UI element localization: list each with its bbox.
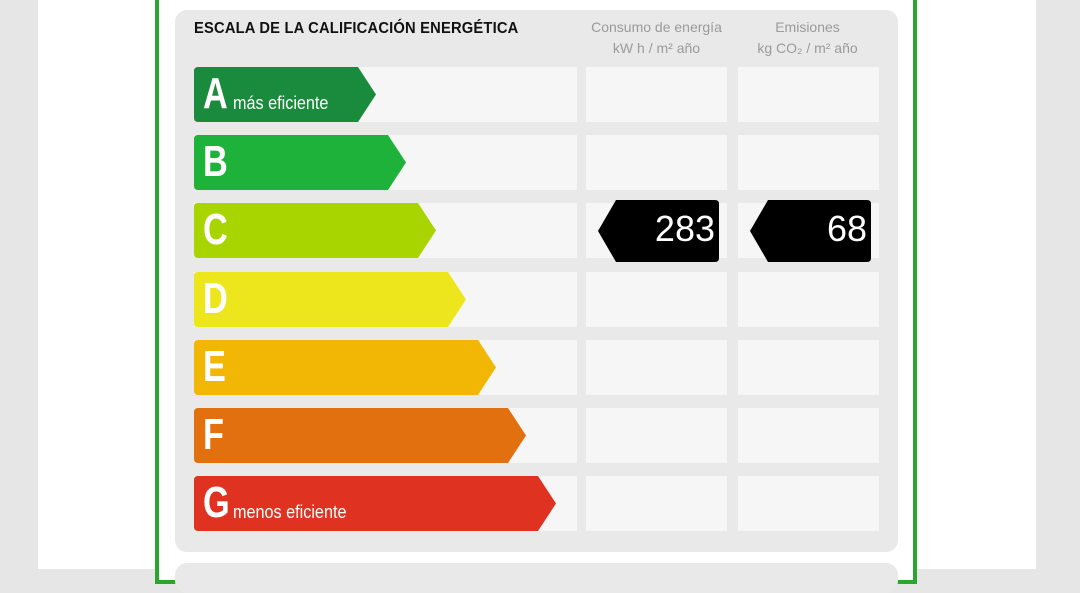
grade-letter: C [203, 205, 228, 254]
grade-note: más eficiente [233, 93, 329, 113]
grade-letter: B [203, 137, 228, 186]
consumo-cell-g [586, 476, 727, 531]
grade-row-d: D [194, 272, 577, 327]
grade-arrow-d: D [194, 272, 466, 327]
grade-row-b: B [194, 135, 577, 190]
emisiones-value: 68 [826, 208, 867, 249]
next-panel [175, 563, 898, 593]
consumo-header-line1: Consumo de energía [591, 19, 722, 35]
emisiones-cell-d [738, 272, 879, 327]
emisiones-cell-f [738, 408, 879, 463]
consumo-cell-a [586, 67, 727, 122]
grade-letter: G [203, 478, 230, 527]
grade-note: menos eficiente [233, 502, 347, 522]
consumo-cell-f [586, 408, 727, 463]
consumo-cell-b [586, 135, 727, 190]
emisiones-cell-c: 68 [738, 200, 879, 262]
consumo-value-tag: 283 [586, 200, 727, 262]
consumo-cell-e [586, 340, 727, 395]
grade-row-c: C [194, 203, 577, 258]
consumo-cell-c: 283 [586, 200, 727, 262]
grade-arrow-e: E [194, 340, 496, 395]
emisiones-value-tag: 68 [738, 200, 879, 262]
emisiones-header-unit: kg CO₂ / m² año [757, 40, 858, 56]
grade-arrow-c: C [194, 203, 436, 258]
emisiones-cell-e [738, 340, 879, 395]
grade-row-e: E [194, 340, 577, 395]
grade-arrow-f: F [194, 408, 526, 463]
grade-letter: A [203, 69, 228, 118]
grade-letter: F [203, 410, 224, 459]
scale-title: ESCALA DE LA CALIFICACIÓN ENERGÉTICA [194, 20, 519, 37]
consumo-header: Consumo de energía kW h / m² año [585, 17, 728, 59]
emisiones-header-line1: Emisiones [775, 19, 840, 35]
emisiones-cell-b [738, 135, 879, 190]
grade-row-f: F [194, 408, 577, 463]
grade-letter: D [203, 274, 228, 323]
consumo-cell-d [586, 272, 727, 327]
emisiones-cell-g [738, 476, 879, 531]
consumo-header-unit: kW h / m² año [612, 40, 701, 56]
emisiones-header: Emisiones kg CO₂ / m² año [737, 17, 878, 59]
grade-letter: E [203, 342, 226, 391]
consumo-value: 283 [654, 208, 715, 249]
emisiones-cell-a [738, 67, 879, 122]
grade-arrow-b: B [194, 135, 406, 190]
